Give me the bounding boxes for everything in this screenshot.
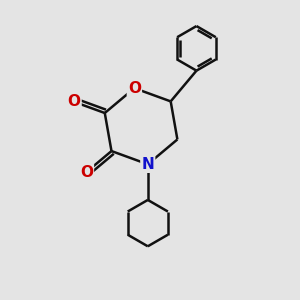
Text: O: O [128,81,141,96]
Text: N: N [141,157,154,172]
Text: O: O [80,165,93,180]
Text: O: O [68,94,81,109]
